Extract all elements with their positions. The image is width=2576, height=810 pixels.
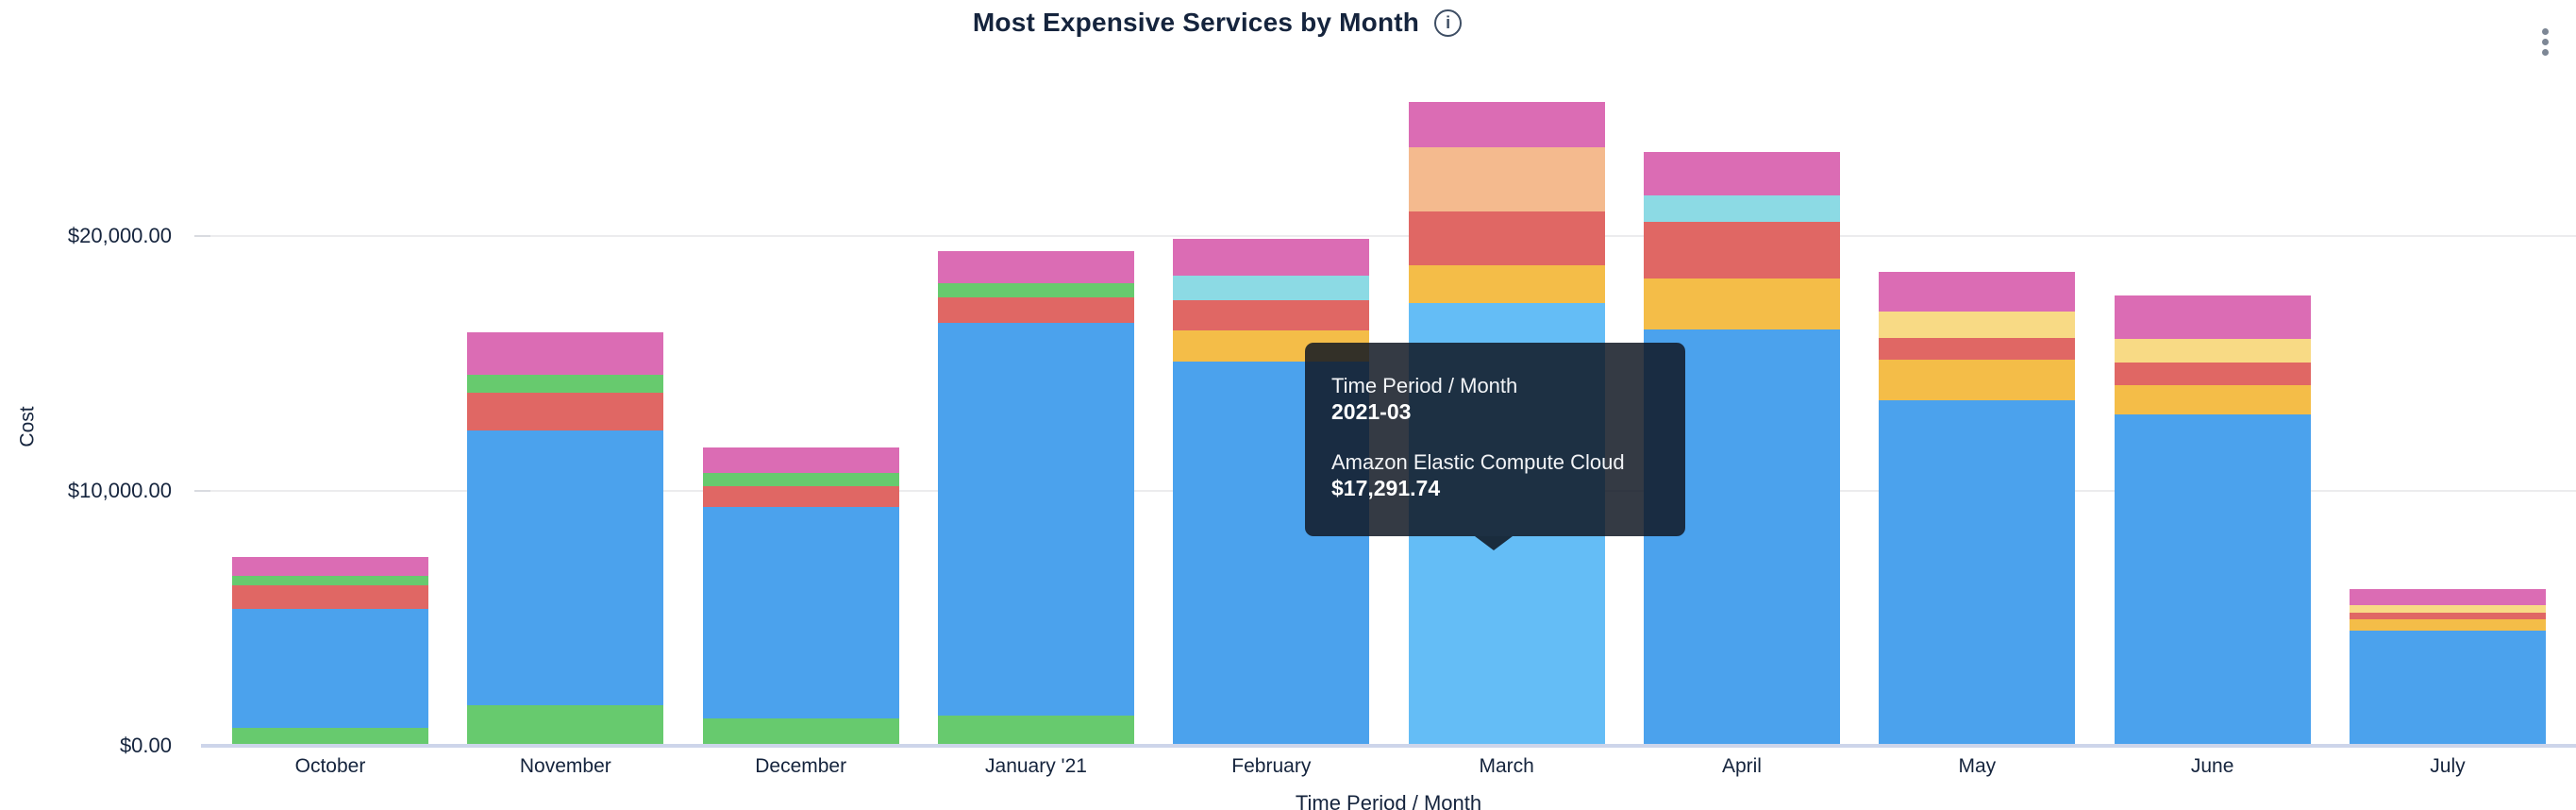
y-tick-mark [194, 235, 210, 237]
x-tick-label: April [1721, 755, 1762, 777]
bar-segment-red[interactable] [232, 584, 428, 609]
bar-november[interactable] [467, 331, 664, 744]
bar-segment-blue[interactable] [1879, 400, 2076, 744]
bar-segment-green[interactable] [467, 375, 664, 393]
info-icon[interactable]: i [1434, 8, 1463, 37]
bar-segment-blue[interactable] [467, 430, 664, 705]
bar-segment-red[interactable] [1408, 211, 1605, 266]
bar-segment-red[interactable] [2349, 612, 2546, 619]
bar-october[interactable] [232, 556, 428, 744]
bar-segment-red[interactable] [1643, 222, 1840, 278]
y-tick-label: $20,000.00 [67, 224, 172, 247]
bar-segment-red[interactable] [1879, 338, 2076, 361]
bar-january-21[interactable] [937, 250, 1134, 744]
bar-segment-light_yellow[interactable] [1879, 312, 2076, 339]
bar-segment-yellow[interactable] [2349, 618, 2546, 631]
bar-segment-green[interactable] [937, 716, 1134, 744]
tooltip-series-label: Amazon Elastic Compute Cloud [1331, 450, 1625, 474]
x-tick-label: January '21 [985, 755, 1087, 777]
hover-tooltip: Time Period / Month 2021-03 Amazon Elast… [1305, 343, 1685, 550]
x-tick-label: February [1231, 755, 1312, 777]
bar-segment-green[interactable] [232, 575, 428, 585]
bar-may[interactable] [1879, 272, 2076, 744]
x-axis-title: Time Period / Month [1295, 791, 1482, 810]
bar-segment-blue[interactable] [702, 506, 899, 718]
x-tick-label: July [2430, 755, 2466, 777]
bar-segment-red[interactable] [467, 392, 664, 430]
tooltip-series-value: $17,291.74 [1331, 476, 1441, 500]
y-tick-label: $0.00 [119, 734, 172, 757]
bar-segment-pink[interactable] [702, 447, 899, 473]
y-tick-label: $10,000.00 [67, 479, 172, 502]
bar-segment-pink[interactable] [2349, 588, 2546, 605]
bar-july[interactable] [2349, 588, 2546, 744]
x-axis-baseline [201, 744, 2576, 748]
bar-segment-green[interactable] [702, 472, 899, 486]
bar-segment-pink[interactable] [232, 556, 428, 576]
tooltip-dimension-label: Time Period / Month [1331, 374, 1518, 397]
tooltip-dimension-value: 2021-03 [1331, 399, 1412, 424]
bar-segment-light_yellow[interactable] [2114, 338, 2311, 363]
tooltip-arrow [1475, 536, 1513, 550]
bar-segment-blue[interactable] [2114, 413, 2311, 744]
x-tick-label: May [1958, 755, 1997, 777]
bar-segment-pink[interactable] [1173, 238, 1370, 276]
chart-header: Most Expensive Services by Month i [0, 8, 2576, 38]
x-tick-label: October [294, 755, 366, 777]
bar-segment-green[interactable] [232, 727, 428, 744]
bar-segment-teal[interactable] [1173, 275, 1370, 301]
bar-segment-pink[interactable] [1879, 272, 2076, 312]
bar-segment-blue[interactable] [2349, 630, 2546, 744]
bar-segment-red[interactable] [1173, 300, 1370, 331]
bar-segment-yellow[interactable] [1879, 360, 2076, 401]
x-tick-label: June [2190, 755, 2234, 777]
bar-april[interactable] [1643, 151, 1840, 744]
bar-segment-green[interactable] [467, 704, 664, 744]
bar-segment-green[interactable] [937, 282, 1134, 297]
bar-segment-red[interactable] [702, 485, 899, 507]
bar-segment-blue[interactable] [232, 608, 428, 728]
x-tick-label: December [755, 755, 847, 777]
bar-segment-pink[interactable] [937, 250, 1134, 283]
x-tick-label: March [1479, 755, 1534, 777]
bar-segment-peach[interactable] [1408, 147, 1605, 212]
bar-segment-pink[interactable] [1408, 102, 1605, 148]
gridline [201, 235, 2576, 237]
kebab-menu-icon[interactable] [2531, 23, 2559, 60]
bar-segment-yellow[interactable] [2114, 384, 2311, 414]
bar-segment-pink[interactable] [2114, 295, 2311, 339]
bar-segment-yellow[interactable] [1643, 278, 1840, 329]
bar-segment-blue[interactable] [937, 322, 1134, 717]
bar-segment-teal[interactable] [1643, 194, 1840, 223]
bar-segment-yellow[interactable] [1408, 265, 1605, 304]
bar-segment-light_yellow[interactable] [2349, 604, 2546, 613]
bar-segment-red[interactable] [2114, 362, 2311, 385]
bar-segment-pink[interactable] [467, 331, 664, 376]
bar-segment-red[interactable] [937, 296, 1134, 323]
y-axis-title: Cost [16, 406, 39, 447]
bar-december[interactable] [702, 447, 899, 744]
x-tick-label: November [519, 755, 611, 777]
bar-segment-green[interactable] [702, 717, 899, 744]
bar-june[interactable] [2114, 295, 2311, 744]
chart-title: Most Expensive Services by Month [972, 8, 1420, 37]
bar-segment-pink[interactable] [1643, 151, 1840, 195]
y-tick-mark [194, 490, 210, 492]
